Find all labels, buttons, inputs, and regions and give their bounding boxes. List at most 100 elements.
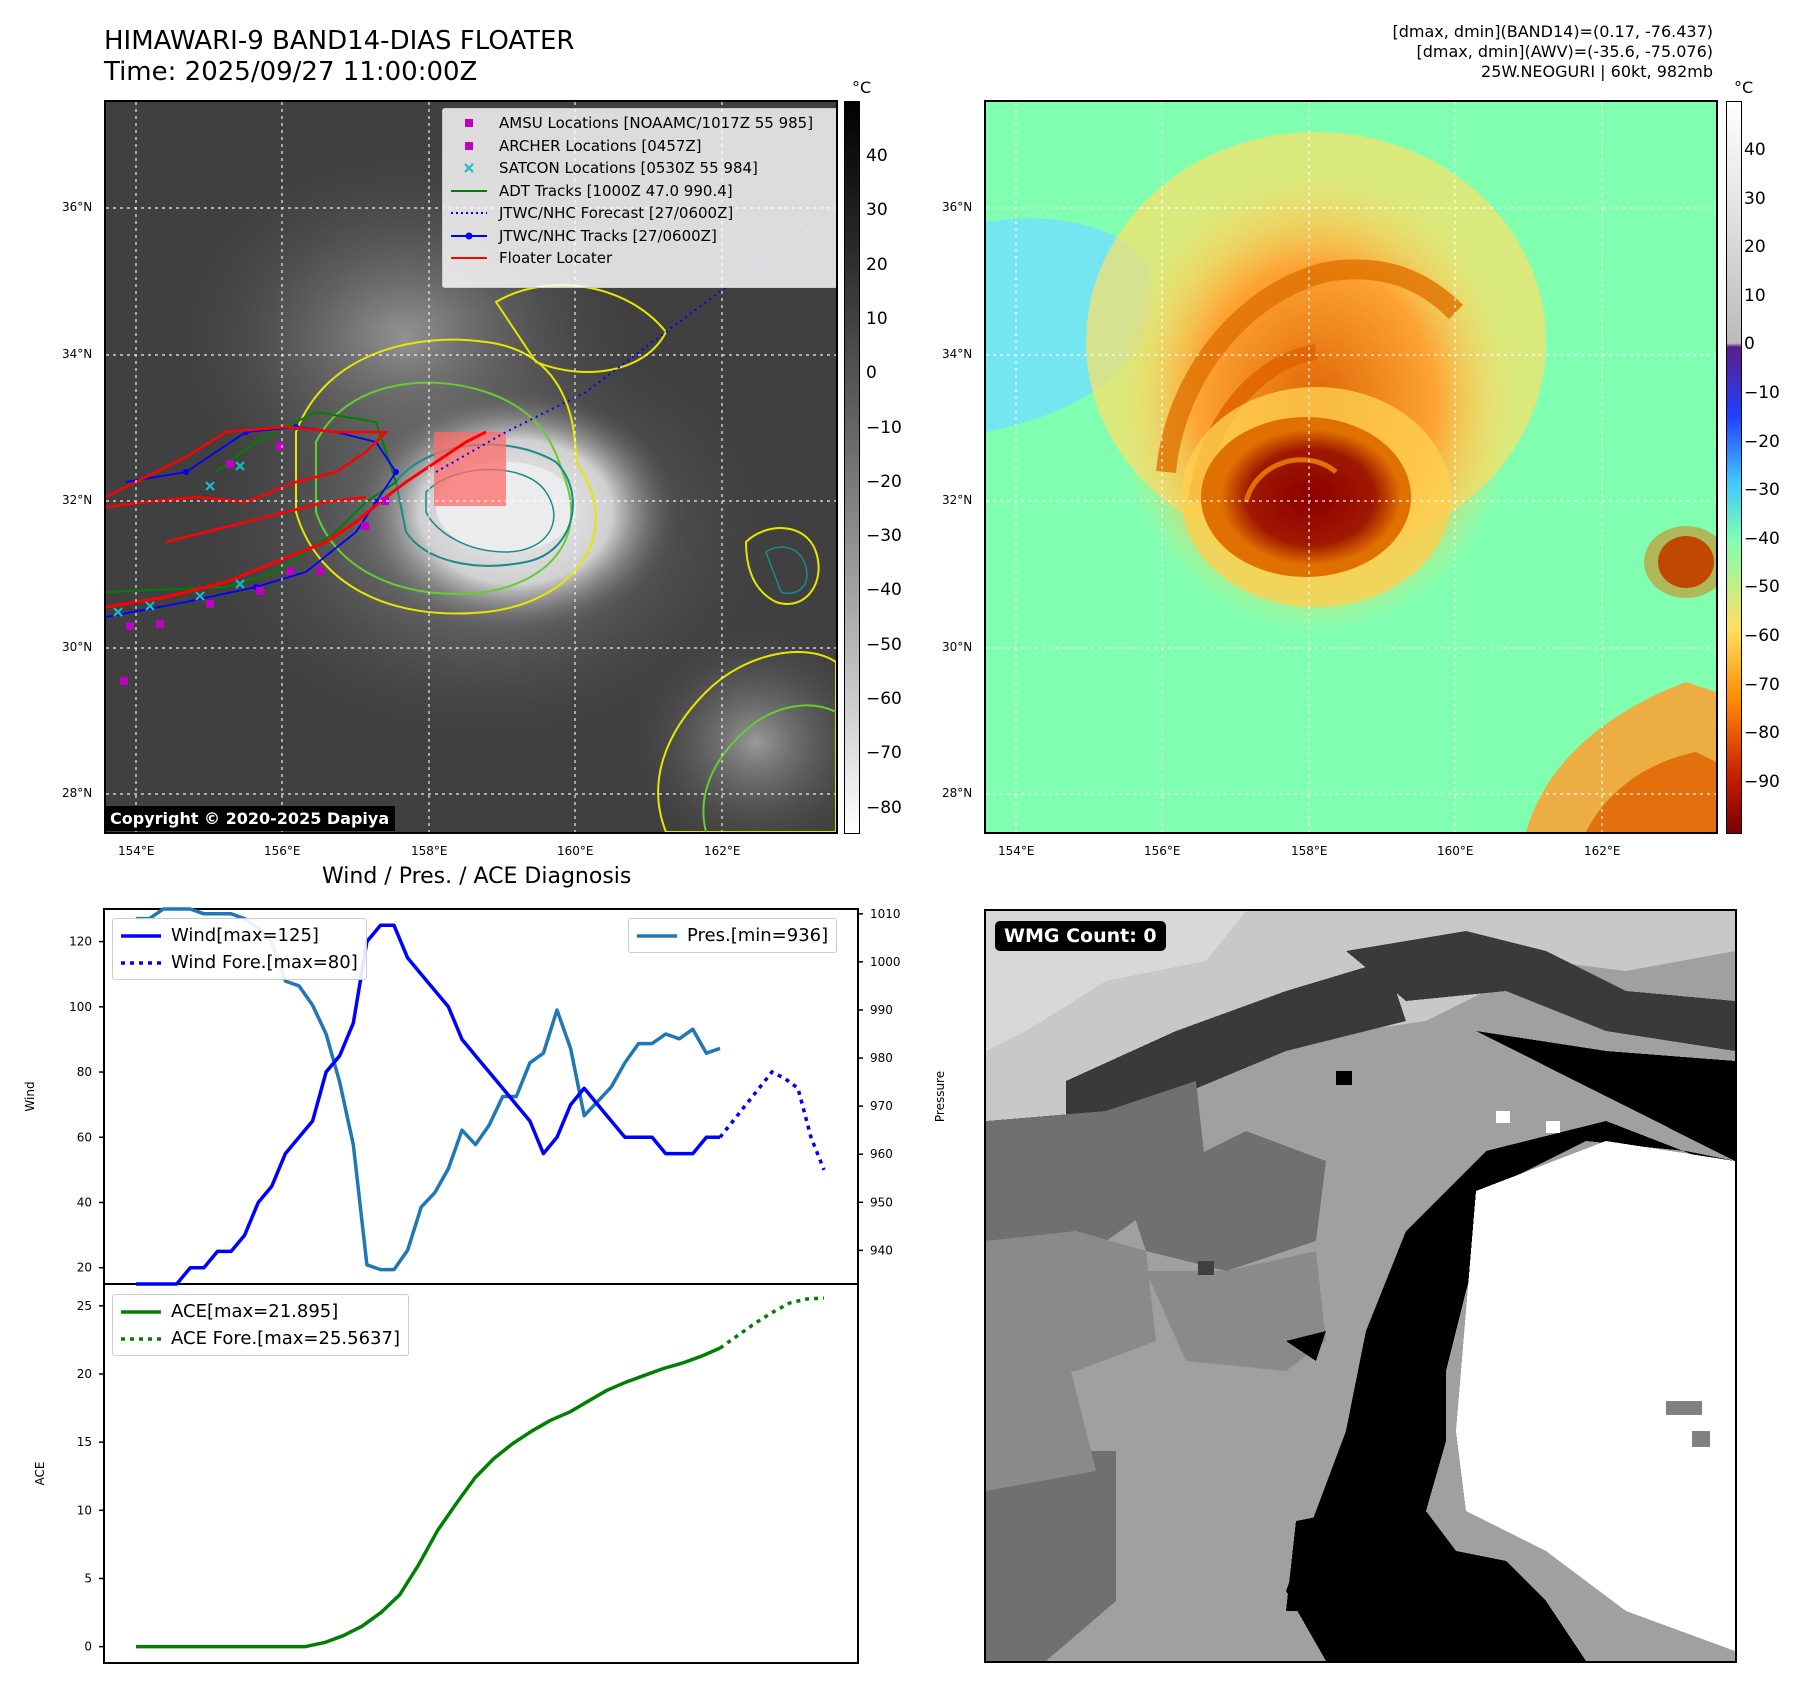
satcon-markers — [113, 461, 245, 617]
awv-map-image — [986, 102, 1716, 832]
colorbar-tick-label: −50 — [1744, 577, 1780, 598]
wmg-count-badge: WMG Count: 0 — [995, 921, 1166, 951]
pressure-y-tick-label: 940 — [870, 1243, 893, 1257]
copyright-label: Copyright © 2020-2025 Dapiya — [104, 806, 396, 831]
lon-label: 156°E — [1144, 844, 1181, 858]
ace-line — [136, 1346, 721, 1649]
wind-legend-label: Wind[max=125] — [171, 925, 319, 946]
map-legend: AMSU Locations [NOAAMC/1017Z 55 985] ARCH… — [442, 108, 836, 288]
colorbar-tick-label: 0 — [866, 363, 877, 384]
lon-label: 158°E — [1291, 844, 1328, 858]
wind-y-tick-label: 120 — [69, 935, 92, 949]
ace-y-tick-label: 5 — [84, 1571, 92, 1585]
colorbar-tick-label: 10 — [866, 308, 888, 329]
legend-label: AMSU Locations [NOAAMC/1017Z 55 985] — [499, 114, 814, 133]
pressure-y-tick-label: 950 — [870, 1195, 893, 1209]
lat-label: 36°N — [62, 200, 93, 214]
stats-line-3: 25W.NEOGURI | 60kt, 982mb — [1481, 62, 1713, 81]
colorbar-tick-label: −30 — [866, 526, 902, 547]
pressure-legend-label: Pres.[min=936] — [687, 925, 829, 946]
awv-map-gridlines — [986, 102, 1716, 832]
legend-label: JTWC/NHC Tracks [27/0600Z] — [499, 226, 717, 245]
ace-fore-legend-entry: ACE Fore.[max=25.5637] — [121, 1325, 400, 1352]
stats-block: [dmax, dmin](BAND14)=(0.17, -76.437) [dm… — [1393, 22, 1714, 82]
ace-legend-entry: ACE[max=21.895] — [121, 1298, 400, 1325]
legend-entry: ADT Tracks [1000Z 47.0 990.4] — [449, 180, 831, 203]
colorbar-tick-label: 0 — [1744, 334, 1755, 355]
colorbar-tick-label: 40 — [866, 146, 888, 166]
lat-label: 34°N — [62, 347, 93, 361]
colorbar-tick-label: −20 — [1744, 431, 1780, 452]
legend-entry: JTWC/NHC Tracks [27/0600Z] — [449, 225, 831, 248]
pressure-y-tick-label: 960 — [870, 1147, 893, 1161]
wind-y-tick-label: 60 — [77, 1130, 92, 1144]
lon-label: 154°E — [998, 844, 1035, 858]
colorbar-tick-label: −70 — [1744, 674, 1780, 695]
wind-legend-entry: Wind[max=125] — [121, 922, 358, 949]
ace-fore-legend-label: ACE Fore.[max=25.5637] — [171, 1328, 400, 1349]
colorbar-tick-label: −80 — [866, 797, 902, 818]
wind-y-tick-label: 40 — [77, 1195, 92, 1209]
diagnosis-chart: 2040608010012094095096097098099010001010… — [23, 907, 947, 1664]
wmg-image — [986, 911, 1735, 1661]
pressure-legend: Pres.[min=936] — [628, 918, 838, 953]
wind-axis-label: Wind — [23, 1081, 37, 1111]
legend-label: JTWC/NHC Forecast [27/0600Z] — [499, 204, 734, 223]
jtwc-forecast-line — [435, 211, 827, 473]
lat-label: 34°N — [942, 347, 973, 361]
lat-label: 28°N — [942, 786, 973, 800]
legend-label: ARCHER Locations [0457Z] — [499, 136, 702, 155]
legend-swatch-icon — [451, 189, 487, 192]
pressure-y-tick-label: 980 — [870, 1051, 893, 1065]
legend-swatch-icon — [451, 257, 487, 260]
colorbar-tick-label: −40 — [1744, 528, 1780, 549]
colorbar-tick-label: 20 — [1744, 237, 1766, 258]
right-colorbar — [1726, 101, 1742, 834]
legend-swatch-icon — [464, 163, 474, 173]
legend-swatch-icon — [451, 212, 487, 215]
legend-entry: AMSU Locations [NOAAMC/1017Z 55 985] — [449, 112, 831, 135]
ace-axis-label: ACE — [33, 1462, 47, 1486]
legend-entry: SATCON Locations [0530Z 55 984] — [449, 157, 831, 180]
colorbar-tick-label: −70 — [866, 743, 902, 764]
wind-line — [136, 923, 720, 1286]
ace-y-tick-label: 20 — [77, 1367, 92, 1381]
lat-label: 30°N — [62, 640, 93, 654]
colorbar-tick-label: −20 — [866, 471, 902, 492]
colorbar-tick-label: −50 — [866, 634, 902, 655]
legend-entry: ARCHER Locations [0457Z] — [449, 135, 831, 158]
colorbar-tick-label: 40 — [1744, 140, 1766, 160]
colorbar-tick-label: −80 — [1744, 723, 1780, 744]
pressure-line — [136, 907, 721, 1272]
figure-title: HIMAWARI-9 BAND14-DIAS FLOATER Time: 202… — [104, 26, 574, 88]
lon-label: 158°E — [411, 844, 448, 858]
colorbar-tick-label: −10 — [1744, 383, 1780, 403]
colorbar-tick-label: −10 — [866, 417, 902, 438]
diagnosis-title: Wind / Pres. / ACE Diagnosis — [322, 864, 632, 889]
legend-swatch-icon — [451, 232, 487, 240]
legend-entry: Floater Locater — [449, 247, 831, 270]
pressure-y-tick-label: 970 — [870, 1099, 893, 1113]
colorbar-tick-label: 30 — [866, 200, 888, 221]
pressure-y-tick-label: 1000 — [870, 955, 901, 969]
wmg-panel: WMG Count: 0 — [984, 909, 1737, 1663]
colorbar-tick-label: −60 — [1744, 626, 1780, 646]
awv-map-panel — [984, 100, 1718, 834]
pressure-legend-entry: Pres.[min=936] — [637, 922, 828, 949]
stats-line-1: [dmax, dmin](BAND14)=(0.17, -76.437) — [1392, 22, 1714, 41]
colorbar-tick-label: −60 — [866, 689, 902, 709]
legend-swatch-icon — [465, 119, 473, 128]
left-colorbar-unit: °C — [852, 78, 872, 97]
lon-label: 160°E — [557, 844, 594, 858]
ace-y-tick-label: 0 — [84, 1640, 92, 1654]
lat-label: 30°N — [942, 640, 973, 654]
lat-label: 32°N — [942, 493, 973, 507]
pressure-y-tick-label: 1010 — [870, 907, 901, 921]
wind-forecast-line — [718, 1069, 826, 1171]
pressure-y-tick-label: 990 — [870, 1003, 893, 1017]
wind-y-tick-label: 20 — [77, 1261, 92, 1275]
right-colorbar-unit: °C — [1734, 78, 1754, 97]
lon-label: 160°E — [1437, 844, 1474, 858]
amsu-archer-markers — [120, 442, 389, 685]
ace-y-tick-label: 25 — [77, 1299, 92, 1313]
